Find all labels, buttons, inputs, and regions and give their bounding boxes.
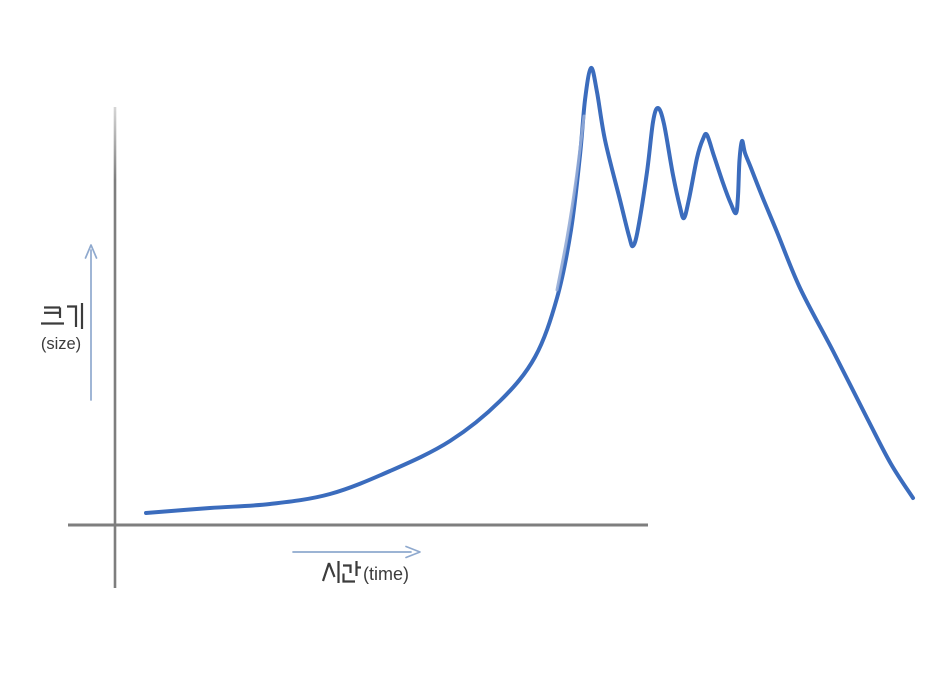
x-axis-label-latin: (time): [363, 564, 409, 584]
y-axis-label-latin: (size): [41, 335, 81, 353]
glyph-si-siot-right-leg: [327, 562, 336, 578]
glyph-si-siot-left-leg: [321, 562, 331, 582]
y-axis-label-korean-glyphs: [41, 303, 84, 329]
curve-highlight-segment: [555, 114, 586, 292]
glyph-gi-giyeok: [67, 305, 78, 327]
x-axis-label-korean-glyphs: [321, 561, 361, 583]
glyph-gan-nieun: [342, 573, 355, 583]
glyph-gan-giyeok: [343, 564, 352, 573]
main-curve: [144, 65, 915, 515]
y-axis-arrow-icon: [84, 244, 98, 401]
x-axis-arrow-icon: [292, 545, 421, 559]
